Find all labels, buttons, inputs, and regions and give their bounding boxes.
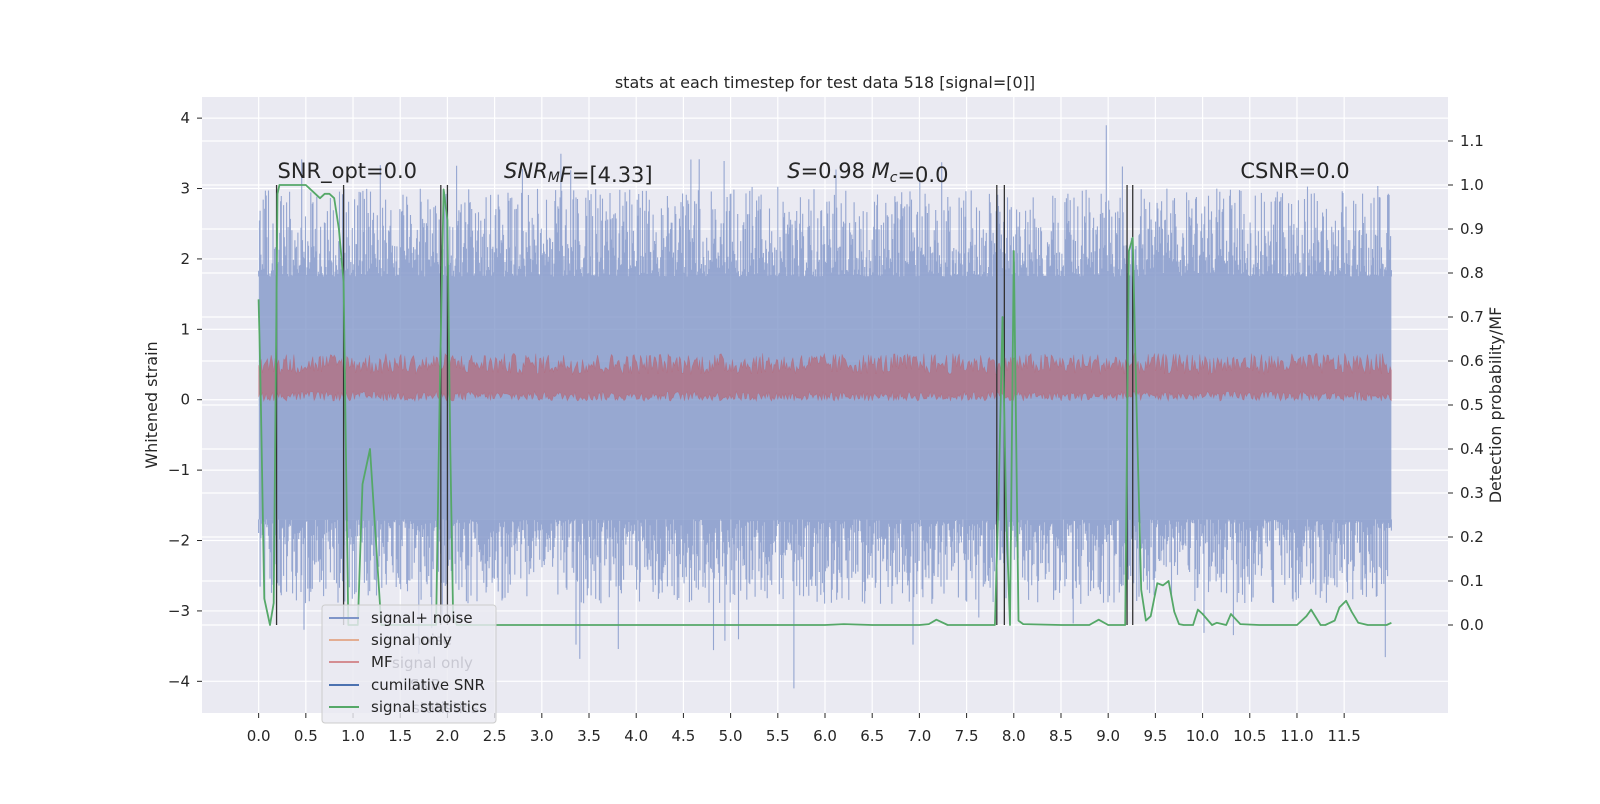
x-tick-label: 10.0 [1186, 727, 1219, 745]
x-tick-label: 10.5 [1233, 727, 1266, 745]
mf-band-area [258, 352, 1392, 403]
annotations: SNR_opt=0.0 SNRMF=[4.33] S=0.98 Mc=0.0 CSNR… [278, 159, 1350, 187]
y-tick-label: 4 [180, 109, 190, 127]
x-tick-label: 9.5 [1143, 727, 1167, 745]
y-tick-label: −3 [168, 602, 190, 620]
y-right-tick-label: 0.2 [1460, 528, 1484, 546]
y-right-tick-label: 0.1 [1460, 572, 1484, 590]
x-tick-label: 5.5 [766, 727, 790, 745]
y-tick-label: 2 [180, 250, 190, 268]
x-tick-label: 3.5 [577, 727, 601, 745]
chart-title: stats at each timestep for test data 518… [615, 73, 1035, 92]
x-tick-label: 5.0 [719, 727, 743, 745]
tick-labels: 0.0 0.5 1.0 1.5 2.0 2.5 3.0 3.5 4.0 4.5 5.0 5.5 6.0 6… [168, 109, 1484, 745]
x-tick-label: 4.0 [624, 727, 648, 745]
legend: noise signal only SNR statistics signal+… [321, 604, 497, 724]
legend-ghost-text: SNR [410, 676, 441, 694]
y-axis-right-label: Detection probability/MF [1486, 307, 1505, 504]
y-right-tick-label: 0.5 [1460, 396, 1484, 414]
y-tick-label: −4 [168, 672, 190, 690]
y-axis-label: Whitened strain [142, 341, 161, 468]
x-tick-label: 3.0 [530, 727, 554, 745]
legend-ghost-text: statistics [412, 699, 479, 717]
legend-label-mf: MF [371, 653, 393, 671]
x-tick-label: 7.5 [955, 727, 979, 745]
y-right-tick-label: 0.0 [1460, 616, 1484, 634]
y-right-tick-label: 0.6 [1460, 352, 1484, 370]
x-tick-label: 4.5 [671, 727, 695, 745]
y-tick-label: 0 [180, 391, 190, 409]
x-tick-label: 0.0 [247, 727, 271, 745]
legend-box [321, 604, 497, 724]
annotation-text: S=0.98 Mc=0.0 [787, 159, 948, 187]
legend-ghost-text: noise [412, 631, 452, 649]
x-tick-label: 11.0 [1280, 727, 1313, 745]
y-right-tick-label: 1.0 [1460, 176, 1484, 194]
x-tick-label: 0.5 [294, 727, 318, 745]
y-right-tick-label: 1.1 [1460, 132, 1484, 150]
legend-label-cumulative-snr: cumilative SNR [371, 676, 485, 694]
legend-label-signal-only: signal only [371, 631, 452, 649]
x-tick-label: 8.0 [1002, 727, 1026, 745]
x-tick-label: 2.0 [435, 727, 459, 745]
x-tick-label: 11.5 [1327, 727, 1360, 745]
series-line-signal-statistics [257, 184, 1392, 626]
y-right-tick-label: 0.7 [1460, 308, 1484, 326]
y-tick-label: 1 [180, 320, 190, 338]
legend-label-signal-noise: signal+ noise [371, 609, 473, 627]
noise-spikes [258, 125, 1392, 689]
x-tick-label: 2.5 [483, 727, 507, 745]
y-right-tick-label: 0.3 [1460, 484, 1484, 502]
x-tick-label: 6.5 [860, 727, 884, 745]
annotation-text: CSNR=0.0 [1240, 159, 1349, 183]
annotation-text: SNRMF=[4.33] [504, 159, 653, 187]
x-tick-label: 7.0 [907, 727, 931, 745]
y-right-tick-label: 0.4 [1460, 440, 1484, 458]
y-tick-label: −2 [168, 532, 190, 550]
y-tick-label: −1 [168, 461, 190, 479]
mf-band [258, 352, 1392, 403]
x-tick-label: 1.0 [341, 727, 365, 745]
x-tick-label: 6.0 [813, 727, 837, 745]
x-tick-label: 9.0 [1096, 727, 1120, 745]
legend-label-signal-statistics: signal statistics [371, 698, 487, 716]
y-right-tick-label: 0.8 [1460, 264, 1484, 282]
x-tick-label: 1.5 [388, 727, 412, 745]
noise-spikes-down [258, 519, 1392, 689]
y-right-tick-label: 0.9 [1460, 220, 1484, 238]
annotation-text: SNR_opt=0.0 [278, 159, 418, 184]
y-tick-label: 3 [180, 180, 190, 198]
series-lines [257, 184, 1392, 626]
legend-ghost-text: signal only [392, 654, 473, 672]
x-tick-label: 8.5 [1049, 727, 1073, 745]
